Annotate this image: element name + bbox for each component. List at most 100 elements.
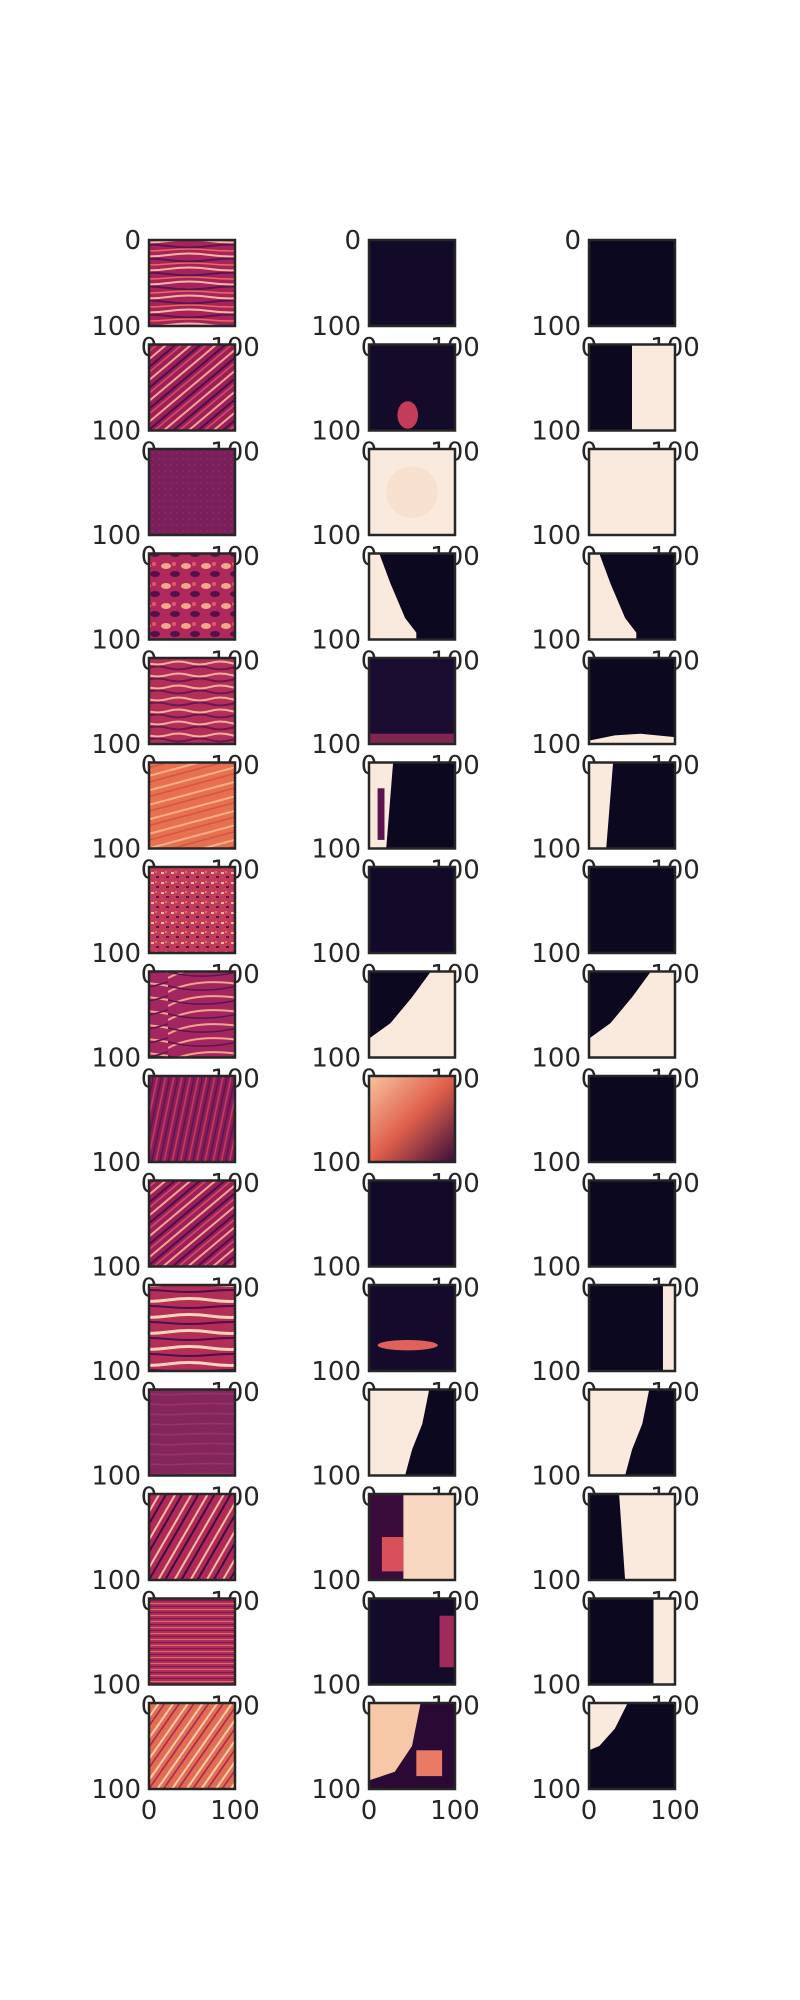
y-tick-label: 100 bbox=[311, 1462, 361, 1492]
y-tick-label: 100 bbox=[531, 1357, 581, 1387]
salt-region bbox=[589, 733, 675, 744]
panel-frame bbox=[147, 1492, 237, 1582]
y-tick-label: 100 bbox=[531, 835, 581, 865]
panel-frame bbox=[587, 656, 677, 746]
y-tick-label: 100 bbox=[91, 417, 141, 447]
panel-frame bbox=[587, 238, 677, 328]
y-tick-label: 100 bbox=[531, 1462, 581, 1492]
x-tick-label: 100 bbox=[650, 1796, 700, 1826]
panel-frame bbox=[587, 343, 677, 432]
seismic-image bbox=[149, 449, 235, 535]
mask-background bbox=[589, 1180, 675, 1267]
salt-region bbox=[589, 553, 637, 640]
y-tick-label: 0 bbox=[344, 226, 361, 256]
mask-background bbox=[589, 240, 675, 326]
panel-frame bbox=[367, 1179, 457, 1268]
salt-region bbox=[589, 449, 675, 535]
panel-frame bbox=[147, 1597, 237, 1686]
y-tick-label: 100 bbox=[91, 521, 141, 551]
y-tick-label: 100 bbox=[311, 417, 361, 447]
y-tick-label: 100 bbox=[91, 1148, 141, 1178]
salt-region bbox=[589, 971, 675, 1058]
panel-frame bbox=[147, 552, 237, 641]
panel-frame bbox=[147, 761, 237, 850]
y-tick-label: 100 bbox=[91, 312, 141, 342]
seismic-image bbox=[149, 1598, 235, 1685]
x-tick-label: 100 bbox=[210, 1796, 260, 1826]
prob-map bbox=[369, 1285, 455, 1371]
mask-background bbox=[589, 1285, 675, 1371]
seismic-image bbox=[149, 1076, 235, 1162]
y-tick-label: 100 bbox=[311, 1148, 361, 1178]
y-tick-label: 100 bbox=[531, 1044, 581, 1074]
mask-background bbox=[589, 658, 675, 744]
panel-frame bbox=[587, 1492, 677, 1582]
prob-salt bbox=[369, 1703, 421, 1781]
salt-region bbox=[619, 1494, 675, 1580]
y-tick-label: 100 bbox=[531, 1253, 581, 1283]
seismic-image bbox=[149, 1285, 235, 1371]
panel-frame bbox=[367, 238, 457, 328]
panel-frame bbox=[587, 1388, 677, 1477]
panel-frame bbox=[367, 343, 457, 432]
seismic-image bbox=[149, 344, 235, 431]
y-tick-label: 100 bbox=[91, 1462, 141, 1492]
seismic-image bbox=[149, 1494, 235, 1580]
panel-frame bbox=[147, 1388, 237, 1477]
y-tick-label: 100 bbox=[91, 1671, 141, 1701]
salt-region bbox=[589, 1703, 628, 1751]
y-tick-label: 100 bbox=[531, 1148, 581, 1178]
seismic-image bbox=[149, 1703, 235, 1789]
panel-frame bbox=[147, 970, 237, 1059]
y-tick-label: 100 bbox=[311, 1671, 361, 1701]
panel-frame bbox=[587, 1074, 677, 1164]
panel-frame bbox=[587, 1701, 677, 1791]
seismic-image bbox=[149, 867, 235, 953]
y-tick-label: 100 bbox=[311, 1566, 361, 1596]
panel-frame bbox=[587, 970, 677, 1059]
salt-region bbox=[589, 1389, 650, 1476]
y-tick-label: 100 bbox=[91, 1357, 141, 1387]
y-tick-label: 100 bbox=[91, 1775, 141, 1805]
y-tick-label: 100 bbox=[91, 1253, 141, 1283]
panel-frame bbox=[147, 447, 237, 537]
salt-region bbox=[589, 762, 614, 849]
panel-frame bbox=[367, 447, 457, 537]
seismic-image bbox=[149, 971, 235, 1058]
prob-map bbox=[369, 658, 455, 744]
y-tick-label: 100 bbox=[311, 312, 361, 342]
y-tick-label: 100 bbox=[531, 730, 581, 760]
panel-frame bbox=[367, 1492, 457, 1582]
seismic-image bbox=[149, 762, 235, 849]
panel-frame bbox=[367, 1074, 457, 1164]
y-tick-label: 100 bbox=[311, 939, 361, 969]
panel-frame bbox=[587, 552, 677, 641]
panel-frame bbox=[367, 1597, 457, 1686]
panel-frame bbox=[147, 1701, 237, 1791]
prob-map bbox=[369, 867, 455, 953]
y-tick-label: 100 bbox=[531, 417, 581, 447]
prob-band bbox=[369, 733, 455, 744]
prob-blob bbox=[381, 1537, 404, 1572]
panel-frame bbox=[587, 447, 677, 537]
y-tick-label: 100 bbox=[531, 626, 581, 656]
salt-region bbox=[632, 344, 675, 431]
mask-background bbox=[589, 1076, 675, 1162]
salt-region bbox=[369, 1389, 430, 1476]
panel-frame bbox=[367, 656, 457, 746]
y-tick-label: 100 bbox=[311, 1253, 361, 1283]
